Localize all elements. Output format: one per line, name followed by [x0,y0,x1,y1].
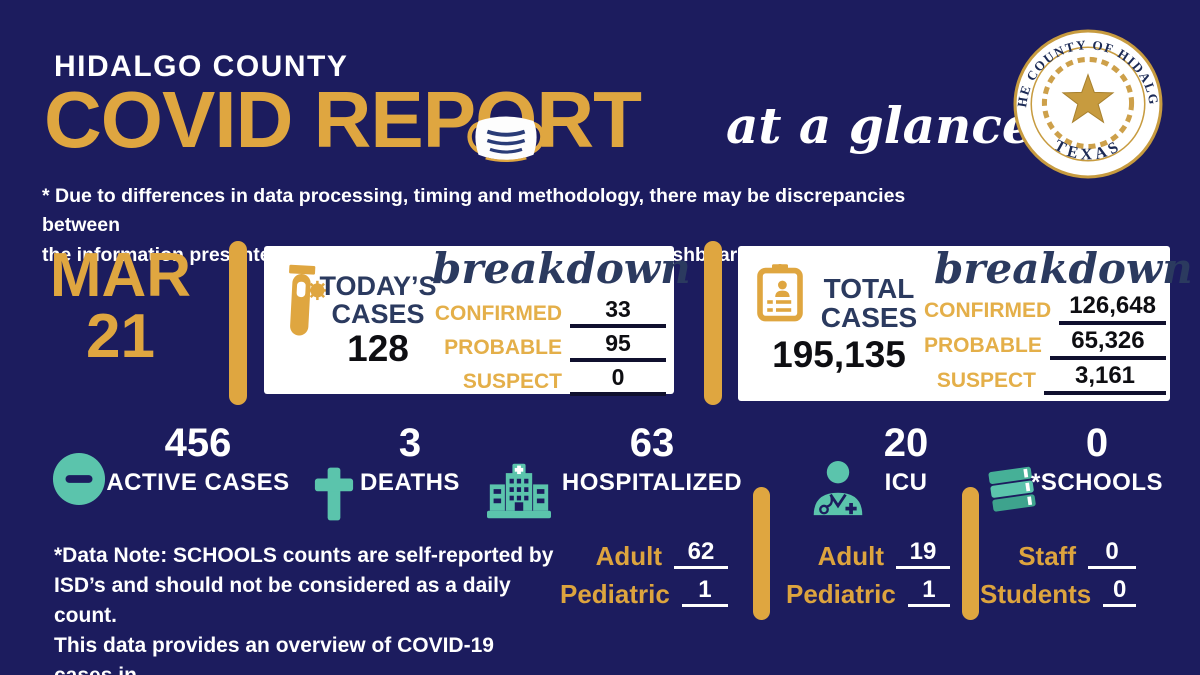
breakdown-script-label: breakdown [432,244,691,293]
breakdown-row: PROBABLE 65,326 [924,329,1166,360]
deaths-value: 3 [398,421,422,465]
report-title-post: RT [536,75,642,164]
clipboard-icon [757,264,803,322]
todays-cases-card: TODAY’S CASES 128 breakdown CONFIRMED 33… [264,244,691,396]
todays-cases-title: TODAY’S CASES [319,271,437,330]
schools-stat: 0 *SCHOOLS [1024,422,1170,497]
detail-row: Students 0 [980,578,1136,607]
icu-label: ICU [884,469,928,496]
cross-icon [314,467,354,521]
active-cases-value: 456 [164,421,232,465]
icu-stat: 20 ICU [858,422,954,497]
breakdown-row: SUSPECT 3,161 [924,364,1166,395]
minus-circle-icon [52,452,106,506]
breakdown-row: SUSPECT 0 [424,366,666,396]
total-cases-title: TOTAL CASES [820,273,918,334]
masked-letter-o: O [467,80,545,163]
report-title-pre: COVID REP [44,75,476,164]
deaths-stat: 3 DEATHS [348,422,472,497]
breakdown-row: PROBABLE 95 [424,332,666,362]
gold-divider [962,487,979,620]
icu-detail: Adult 19 Pediatric 1 [786,540,950,616]
todays-breakdown: CONFIRMED 33 PROBABLE 95 SUSPECT 0 [424,298,666,400]
total-breakdown: CONFIRMED 126,648 PROBABLE 65,326 SUSPEC… [924,294,1166,399]
seal-star-icon [1061,73,1115,124]
report-title: COVID REPO RT [44,80,642,163]
detail-row: Adult 62 [560,540,728,569]
total-cases-value: 195,135 [772,334,906,375]
active-cases-label: ACTIVE CASES [106,469,290,496]
data-note: *Data Note: SCHOOLS counts are self-repo… [54,544,554,675]
schools-detail: Staff 0 Students 0 [980,540,1136,616]
todays-cases-value: 128 [347,328,409,369]
gold-divider [229,241,247,405]
hospitalized-detail: Adult 62 Pediatric 1 [560,540,728,616]
hospitalized-label: HOSPITALIZED [561,469,743,496]
active-cases-stat: 456 ACTIVE CASES [98,422,298,497]
date-day: 21 [86,301,155,371]
breakdown-script-label: breakdown [934,244,1193,293]
hospitalized-value: 63 [629,421,675,465]
detail-row: Adult 19 [786,540,950,569]
county-name: HIDALGO COUNTY [54,50,349,83]
hidalgo-county-seal: THE COUNTY OF HIDALGO TEXAS [1012,28,1163,179]
hospital-icon [487,463,551,519]
gold-divider [753,487,770,620]
tagline: at a glance.. [726,96,1069,155]
date-month: MAR [49,241,192,310]
breakdown-row: CONFIRMED 33 [424,298,666,328]
report-date: MAR 21 [28,241,213,371]
total-cases-card: TOTAL CASES 195,135 breakdown CONFIRMED … [738,244,1193,401]
hospitalized-stat: 63 HOSPITALIZED [552,422,752,497]
deaths-label: DEATHS [360,469,460,496]
breakdown-row: CONFIRMED 126,648 [924,294,1166,325]
books-stack-icon [988,466,1036,512]
gold-divider [704,241,722,405]
detail-row: Pediatric 1 [560,578,728,607]
icu-value: 20 [883,421,929,465]
detail-row: Staff 0 [980,540,1136,569]
schools-label: *SCHOOLS [1030,469,1163,496]
face-mask-icon [467,116,545,163]
detail-row: Pediatric 1 [786,578,950,607]
schools-value: 0 [1085,421,1109,465]
doctor-icon [813,461,863,516]
test-tube-virus-icon [289,264,327,336]
